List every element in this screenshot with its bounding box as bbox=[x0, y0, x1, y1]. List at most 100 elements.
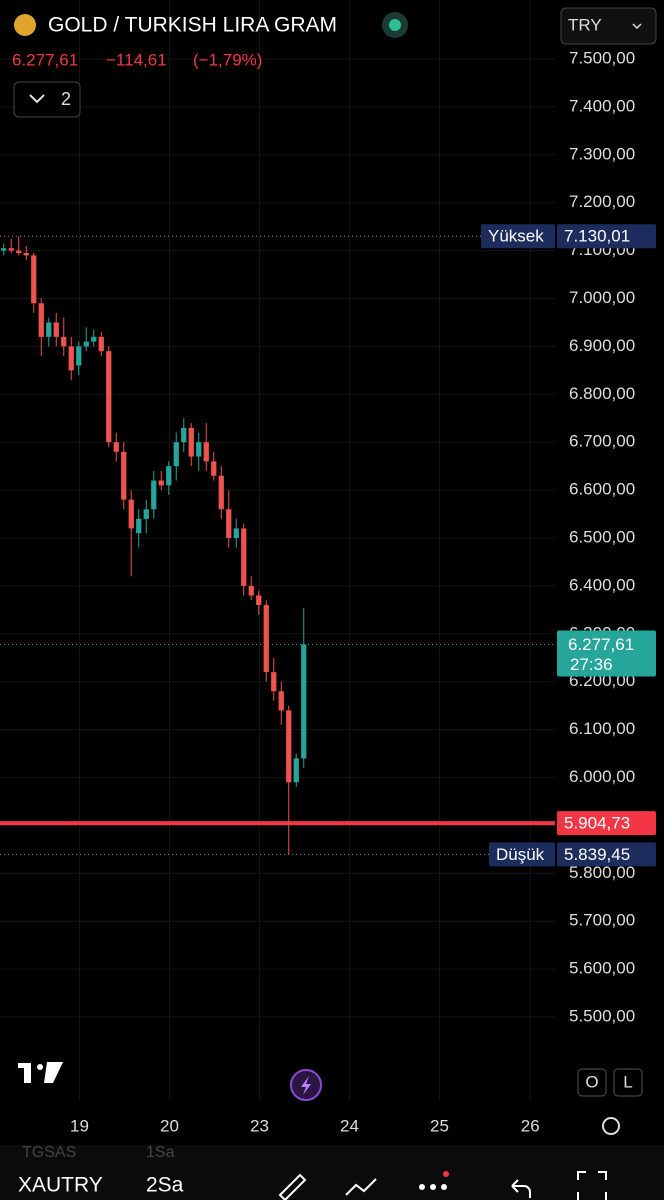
currency: TRY bbox=[568, 15, 602, 34]
candle-body bbox=[1, 248, 7, 251]
candle-body bbox=[211, 461, 217, 476]
chevron bbox=[29, 94, 45, 104]
ghost-interval: 1Sa bbox=[146, 1144, 175, 1161]
x-tick-label: 26 bbox=[521, 1116, 540, 1135]
y-tick-label: 6.100,00 bbox=[569, 719, 635, 738]
high-price: 7.130,01 bbox=[564, 227, 630, 246]
overlay-button[interactable] bbox=[577, 1068, 607, 1097]
y-tick-label: 6.000,00 bbox=[569, 767, 635, 786]
high-name: Yüksek bbox=[488, 227, 544, 246]
candle-body bbox=[158, 480, 164, 486]
low-price: 5.839,45 bbox=[564, 845, 630, 864]
lightning-icon bbox=[301, 1076, 311, 1095]
last-price: 6.277,61 bbox=[568, 635, 634, 654]
candle-body bbox=[113, 442, 119, 452]
countdown: 27:36 bbox=[570, 655, 613, 674]
y-tick-label: 6.600,00 bbox=[569, 480, 635, 499]
y-tick-label: 7.200,00 bbox=[569, 192, 635, 211]
candle-body bbox=[233, 528, 239, 539]
candle-body bbox=[166, 466, 172, 486]
tv-logo bbox=[18, 1062, 63, 1083]
candle-body bbox=[61, 336, 67, 347]
log-button[interactable] bbox=[613, 1068, 643, 1097]
alert-price-box bbox=[557, 811, 656, 836]
low-name-box bbox=[489, 842, 555, 867]
toolbar bbox=[0, 1145, 664, 1200]
candle-body bbox=[53, 322, 59, 337]
drawing-tool[interactable] bbox=[278, 1173, 307, 1200]
candle-body bbox=[76, 346, 82, 366]
ghost-symbol: TGSAS bbox=[22, 1144, 76, 1161]
fullscreen-button[interactable] bbox=[577, 1171, 607, 1200]
candle-body bbox=[106, 351, 112, 443]
candle-body bbox=[98, 336, 104, 352]
log-label: L bbox=[623, 1072, 632, 1091]
y-tick-label: 7.300,00 bbox=[569, 144, 635, 163]
candle-body bbox=[23, 253, 29, 256]
interval[interactable]: 2Sa bbox=[146, 1174, 184, 1197]
y-tick-label: 5.600,00 bbox=[569, 959, 635, 978]
y-tick-label: 6.500,00 bbox=[569, 527, 635, 546]
low-name: Düşük bbox=[496, 845, 545, 864]
y-tick-label: 6.900,00 bbox=[569, 336, 635, 355]
change: −114,61 bbox=[106, 50, 167, 69]
y-tick-label: 5.500,00 bbox=[569, 1006, 635, 1025]
candle-body bbox=[68, 346, 74, 371]
more-menu[interactable] bbox=[419, 1171, 449, 1190]
currency-select[interactable] bbox=[560, 7, 657, 45]
candle-body bbox=[121, 451, 127, 500]
change-percent: (−1,79%) bbox=[193, 50, 262, 69]
x-tick-label: 20 bbox=[160, 1116, 179, 1135]
candle-body bbox=[301, 644, 307, 759]
candle-body bbox=[241, 528, 247, 586]
x-tick-label: 24 bbox=[340, 1116, 359, 1135]
settings-icon[interactable] bbox=[602, 1117, 620, 1135]
indicators-button[interactable] bbox=[13, 81, 81, 118]
candle-body bbox=[181, 427, 187, 443]
chevron bbox=[632, 23, 642, 30]
gold-icon bbox=[14, 14, 36, 36]
y-tick-label: 6.700,00 bbox=[569, 432, 635, 451]
x-tick-label: 25 bbox=[430, 1116, 449, 1135]
candle-body bbox=[38, 303, 44, 337]
candle-body bbox=[143, 509, 149, 519]
symbol[interactable]: XAUTRY bbox=[18, 1174, 103, 1197]
candle-body bbox=[203, 442, 209, 462]
high-name-box bbox=[481, 224, 555, 249]
candle-body bbox=[128, 499, 134, 529]
candle-body bbox=[278, 691, 284, 711]
y-tick-label: 6.400,00 bbox=[569, 575, 635, 594]
high-price-box bbox=[557, 224, 656, 249]
undo-button[interactable] bbox=[511, 1179, 531, 1198]
candle-body bbox=[136, 518, 142, 534]
candle-body bbox=[173, 442, 179, 467]
indicators-tool[interactable] bbox=[345, 1178, 377, 1196]
y-tick-label: 5.800,00 bbox=[569, 863, 635, 882]
candle-body bbox=[31, 255, 37, 304]
x-tick-label: 19 bbox=[70, 1116, 89, 1135]
price: 6.277,61 bbox=[12, 50, 78, 69]
market-status-dot bbox=[389, 19, 401, 31]
candle-body bbox=[196, 442, 202, 457]
candle-body bbox=[263, 605, 269, 673]
y-tick-label: 7.400,00 bbox=[569, 96, 635, 115]
last-price-box bbox=[557, 630, 656, 677]
candle-body bbox=[188, 427, 194, 457]
candle-body bbox=[218, 475, 224, 510]
candle-body bbox=[286, 710, 292, 783]
plot: 5.500,005.600,005.700,005.800,005.900,00… bbox=[0, 0, 656, 1135]
candle-body bbox=[8, 248, 14, 251]
overlay-label: O bbox=[585, 1072, 598, 1091]
candle-body bbox=[256, 595, 262, 606]
low-price-box bbox=[557, 842, 656, 867]
indicator-count: 2 bbox=[61, 89, 71, 109]
candle-body bbox=[271, 672, 277, 692]
candle-body bbox=[293, 758, 299, 783]
alert-price: 5.904,73 bbox=[564, 814, 630, 833]
x-tick-label: 23 bbox=[250, 1116, 269, 1135]
y-tick-label: 6.800,00 bbox=[569, 384, 635, 403]
y-tick-label: 7.500,00 bbox=[569, 48, 635, 67]
candle-body bbox=[46, 322, 52, 337]
